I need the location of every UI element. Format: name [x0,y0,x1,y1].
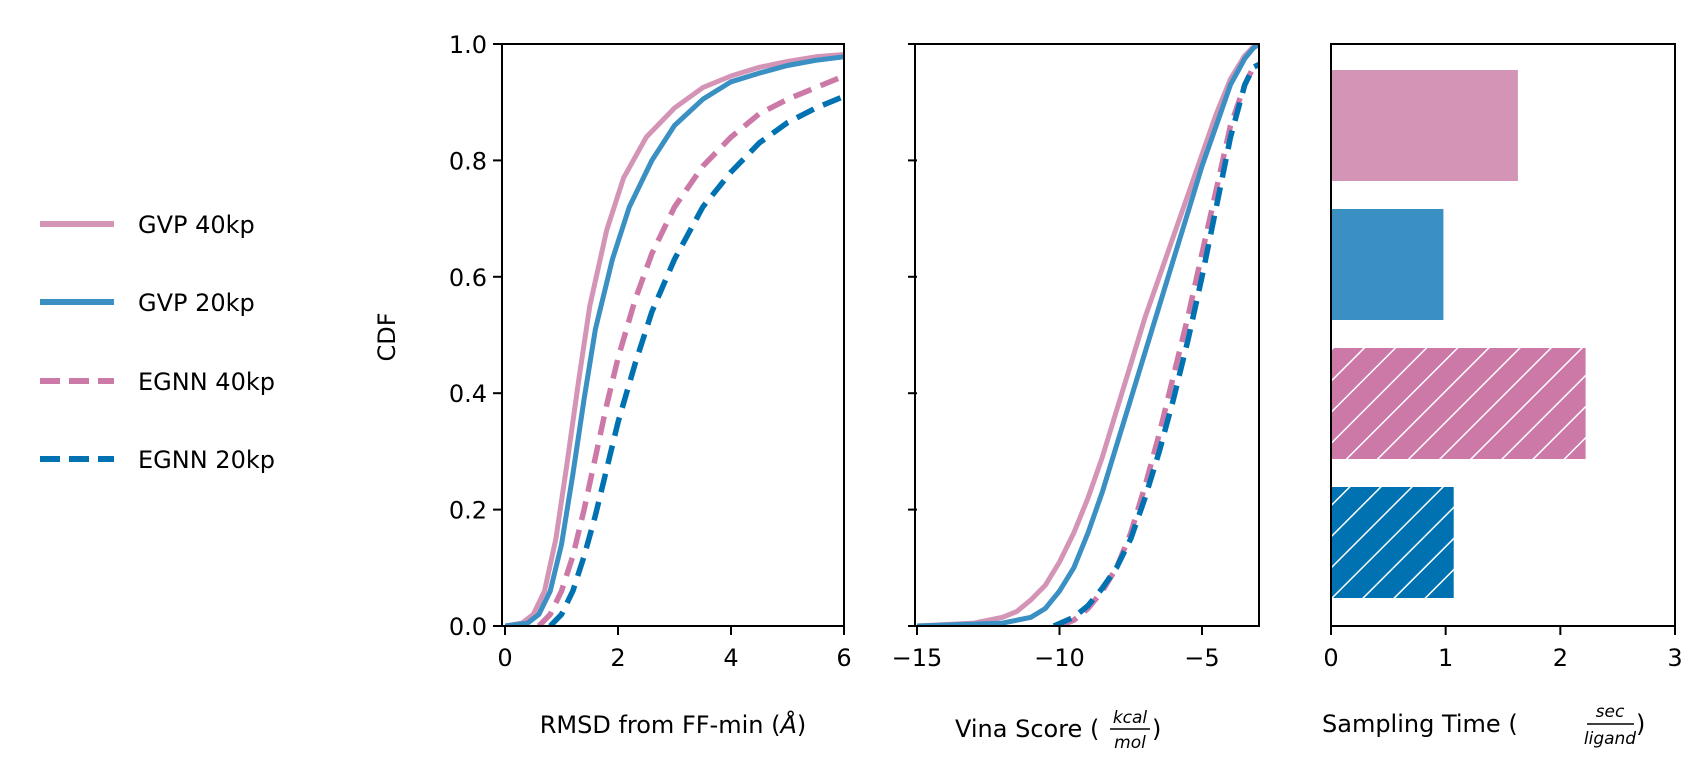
legend-label-gvp40: GVP 40kp [138,211,255,239]
rmsd-y-tick-label: 1.0 [449,31,487,59]
legend: GVP 40kp GVP 20kp EGNN 40kp EGNN 20kp [40,211,275,474]
vina-x-tick-label: −5 [1184,644,1219,672]
rmsd-x-tick-label: 0 [497,644,512,672]
rmsd-y-tick-label: 0.6 [449,264,487,292]
legend-label-gvp20: GVP 20kp [138,289,255,317]
svg-text:): ) [1636,710,1645,738]
svg-text:): ) [1152,715,1161,743]
rmsd-x-tick-label: 4 [723,644,738,672]
sampling-x-tick-label: 0 [1323,644,1338,672]
y-axis-label: CDF [373,312,401,361]
sampling-x-tick-label: 1 [1438,644,1453,672]
sampling-x-tick-label: 3 [1667,644,1682,672]
svg-text:sec: sec [1596,702,1625,722]
svg-text:Sampling Time (: Sampling Time ( [1322,710,1518,738]
rmsd-series-gvp40 [505,52,845,626]
legend-label-egnn20: EGNN 20kp [138,446,275,474]
rmsd-y-tick-label: 0.0 [449,613,487,641]
sampling-bar-gvp20 [1331,209,1444,320]
rmsd-axes-frame [501,43,845,627]
vina-x-tick-label: −10 [1034,644,1085,672]
vina-series-gvp20 [917,44,1259,626]
sampling-bar-egnn20 [1331,487,1454,598]
rmsd-series-egnn20 [548,93,845,626]
vina-axes-frame [914,43,1260,627]
legend-label-egnn40: EGNN 40kp [138,368,275,396]
sampling-time-panel: 0 1 2 3 Sampling Time ( sec ligand ) [1322,43,1683,749]
vina-x-axis-label: Vina Score ( kcal mol ) [955,708,1161,753]
rmsd-x-tick-label: 2 [610,644,625,672]
rmsd-y-tick-label: 0.2 [449,497,487,525]
rmsd-y-tick-label: 0.8 [449,147,487,175]
sampling-bar-gvp40 [1331,70,1518,181]
rmsd-cdf-panel: 0 2 4 6 0.0 0.2 0.4 0.6 0.8 1.0 RMSD from FF-min … [449,31,852,739]
rmsd-y-tick-label: 0.4 [449,380,487,408]
sampling-x-tick-label: 2 [1553,644,1568,672]
vina-series-gvp40 [917,44,1259,626]
svg-text:kcal: kcal [1113,708,1148,728]
rmsd-x-axis-label: RMSD from FF-min (Å) [540,710,807,739]
svg-text:Vina Score (: Vina Score ( [955,715,1099,743]
sampling-axes-frame [1330,43,1676,627]
rmsd-x-tick-label: 6 [836,644,851,672]
rmsd-series-egnn40 [536,73,845,626]
vina-cdf-panel: −15 −10 −5 Vina Score ( kcal mol ) [892,43,1260,753]
sampling-x-axis-label: Sampling Time ( sec ligand ) [1322,702,1645,749]
vina-x-tick-label: −15 [892,644,943,672]
svg-text:ligand: ligand [1584,729,1636,749]
svg-text:mol: mol [1114,733,1146,753]
vina-series-egnn20 [1052,61,1259,626]
sampling-bar-egnn40 [1331,348,1586,459]
rmsd-series-gvp20 [505,54,845,626]
